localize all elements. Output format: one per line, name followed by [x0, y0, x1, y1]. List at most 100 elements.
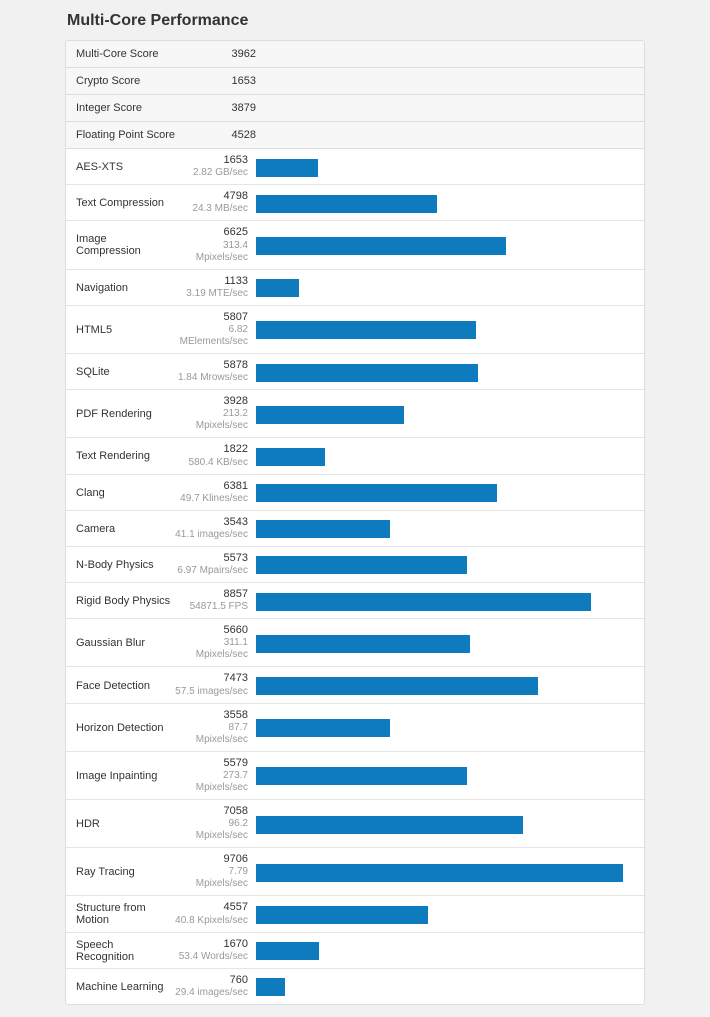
test-score: 5660 [174, 624, 248, 637]
test-meta: 455740.8 Kpixels/sec [174, 901, 256, 926]
test-meta: 6625313.4 Mpixels/sec [174, 226, 256, 263]
test-score: 1653 [174, 154, 248, 167]
test-label: Clang [76, 486, 174, 499]
summary-row: Integer Score3879 [66, 95, 644, 122]
test-meta: 58076.82 MElements/sec [174, 311, 256, 348]
test-meta: 55736.97 Mpairs/sec [174, 552, 256, 577]
test-row: Gaussian Blur5660311.1 Mpixels/sec [66, 619, 644, 667]
test-label: Text Compression [76, 196, 174, 209]
summary-label: Multi-Core Score [76, 48, 216, 60]
test-meta: 355887.7 Mpixels/sec [174, 709, 256, 746]
test-row: Face Detection747357.5 images/sec [66, 667, 644, 703]
test-score: 5579 [174, 757, 248, 770]
score-bar [256, 635, 470, 653]
score-bar [256, 719, 390, 737]
test-row: SQLite58781.84 Mrows/sec [66, 354, 644, 390]
test-meta: 1822580.4 KB/sec [174, 443, 256, 468]
bar-cell [256, 157, 634, 177]
test-score: 1670 [174, 938, 248, 951]
test-score: 4557 [174, 901, 248, 914]
test-detail: 2.82 GB/sec [174, 167, 248, 179]
test-meta: 11333.19 MTE/sec [174, 275, 256, 300]
test-row: Camera354341.1 images/sec [66, 511, 644, 547]
test-score: 8857 [174, 588, 248, 601]
test-detail: 54871.5 FPS [174, 601, 248, 613]
test-score: 3928 [174, 395, 248, 408]
bar-cell [256, 277, 634, 297]
summary-row: Crypto Score1653 [66, 68, 644, 95]
test-label: Image Compression [76, 232, 174, 257]
test-label: Text Rendering [76, 449, 174, 462]
test-label: Face Detection [76, 679, 174, 692]
test-meta: 76029.4 images/sec [174, 974, 256, 999]
test-meta: 16532.82 GB/sec [174, 154, 256, 179]
bar-cell [256, 482, 634, 502]
summary-label: Crypto Score [76, 75, 216, 87]
bar-cell [256, 675, 634, 695]
test-row: Image Compression6625313.4 Mpixels/sec [66, 221, 644, 269]
test-row: Text Rendering1822580.4 KB/sec [66, 438, 644, 474]
bar-cell [256, 717, 634, 737]
score-bar [256, 159, 318, 177]
test-detail: 49.7 Klines/sec [174, 493, 248, 505]
test-detail: 87.7 Mpixels/sec [174, 722, 248, 746]
bar-cell [256, 940, 634, 960]
bar-cell [256, 633, 634, 653]
test-detail: 273.7 Mpixels/sec [174, 770, 248, 794]
test-score: 4798 [174, 190, 248, 203]
test-detail: 213.2 Mpixels/sec [174, 408, 248, 432]
test-label: PDF Rendering [76, 407, 174, 420]
score-bar [256, 677, 538, 695]
summary-value: 4528 [216, 129, 256, 141]
test-detail: 53.4 Words/sec [174, 951, 248, 963]
test-detail: 40.8 Kpixels/sec [174, 915, 248, 927]
bar-cell [256, 862, 634, 882]
score-bar [256, 767, 467, 785]
test-row: AES-XTS16532.82 GB/sec [66, 149, 644, 185]
test-score: 9706 [174, 853, 248, 866]
test-score: 760 [174, 974, 248, 987]
test-score: 6381 [174, 480, 248, 493]
test-row: HTML558076.82 MElements/sec [66, 306, 644, 354]
test-label: Ray Tracing [76, 865, 174, 878]
test-score: 3543 [174, 516, 248, 529]
bar-cell [256, 518, 634, 538]
section-title: Multi-Core Performance [65, 12, 645, 30]
test-meta: 58781.84 Mrows/sec [174, 359, 256, 384]
bar-cell [256, 362, 634, 382]
test-meta: 705896.2 Mpixels/sec [174, 805, 256, 842]
test-score: 3558 [174, 709, 248, 722]
test-meta: 747357.5 images/sec [174, 672, 256, 697]
test-row: Structure from Motion455740.8 Kpixels/se… [66, 896, 644, 932]
score-bar [256, 942, 319, 960]
test-score: 7058 [174, 805, 248, 818]
score-bar [256, 237, 506, 255]
test-meta: 5660311.1 Mpixels/sec [174, 624, 256, 661]
score-bar [256, 484, 497, 502]
test-score: 1822 [174, 443, 248, 456]
test-meta: 167053.4 Words/sec [174, 938, 256, 963]
test-row: Text Compression479824.3 MB/sec [66, 185, 644, 221]
test-label: SQLite [76, 365, 174, 378]
score-bar [256, 520, 390, 538]
summary-value: 1653 [216, 75, 256, 87]
test-detail: 24.3 MB/sec [174, 203, 248, 215]
test-score: 6625 [174, 226, 248, 239]
summary-value: 3962 [216, 48, 256, 60]
test-label: Rigid Body Physics [76, 594, 174, 607]
test-score: 7473 [174, 672, 248, 685]
test-score: 1133 [174, 275, 248, 288]
benchmark-panel: Multi-Core Performance Multi-Core Score3… [65, 12, 645, 1005]
test-label: Horizon Detection [76, 721, 174, 734]
score-bar [256, 906, 428, 924]
summary-row: Floating Point Score4528 [66, 122, 644, 149]
score-bar [256, 864, 623, 882]
bar-cell [256, 904, 634, 924]
test-score: 5807 [174, 311, 248, 324]
test-meta: 354341.1 images/sec [174, 516, 256, 541]
test-detail: 1.84 Mrows/sec [174, 372, 248, 384]
test-label: Speech Recognition [76, 938, 174, 963]
test-detail: 6.82 MElements/sec [174, 324, 248, 348]
bar-cell [256, 319, 634, 339]
test-score: 5573 [174, 552, 248, 565]
